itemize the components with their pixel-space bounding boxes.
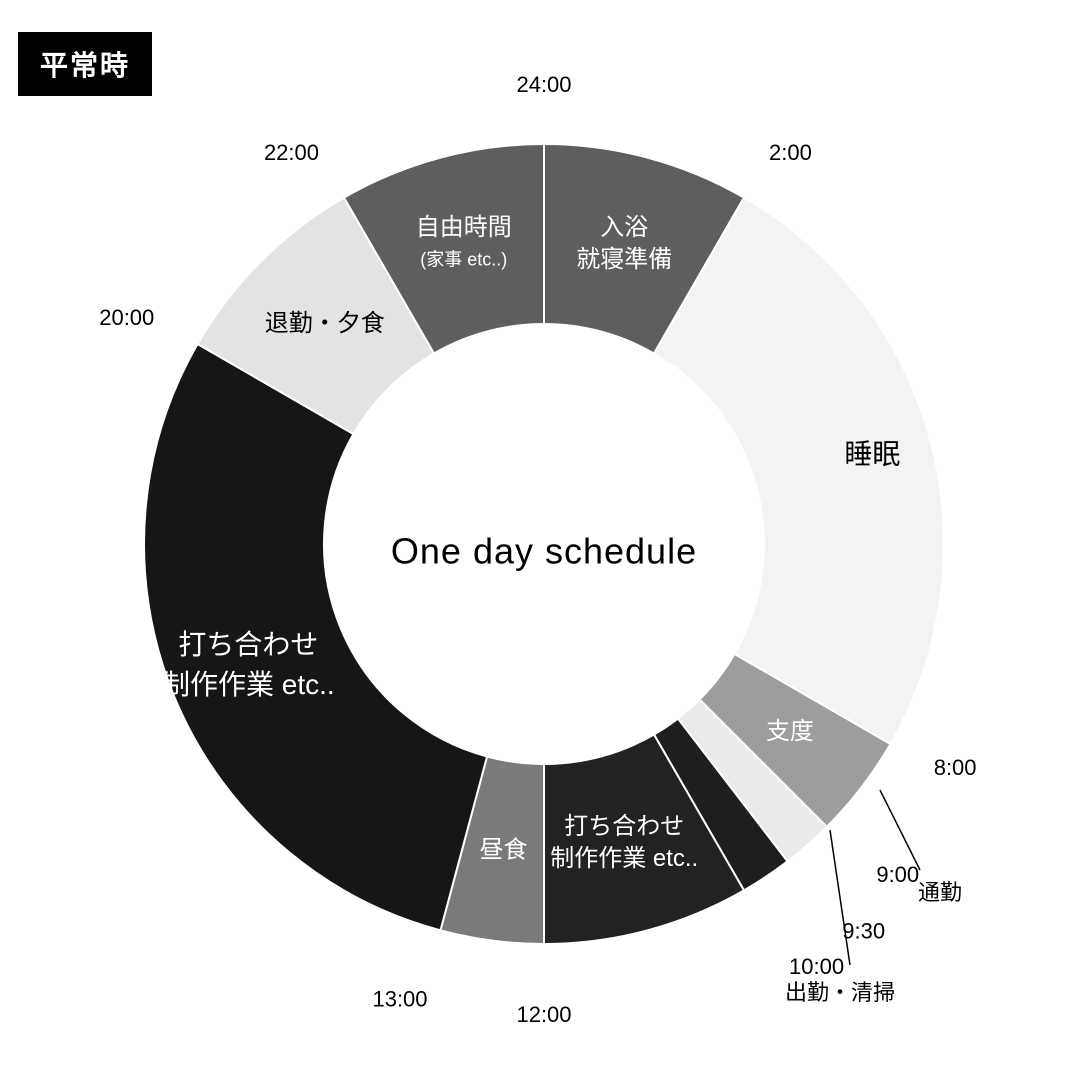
center-title: One day schedule — [391, 531, 697, 572]
time-tick-12-00: 12:00 — [516, 1002, 571, 1027]
time-tick-20-00: 20:00 — [99, 305, 154, 330]
segment-label-7-0: 打ち合わせ — [178, 629, 318, 660]
mode-badge: 平常時 — [18, 32, 152, 96]
segment-label-2-0: 支度 — [766, 718, 814, 745]
time-tick-24-00: 24:00 — [516, 72, 571, 97]
segment-1 — [654, 198, 944, 744]
segment-label-7-1: 制作作業 etc.. — [162, 669, 335, 700]
segment-label-9-0: 自由時間 — [416, 214, 512, 241]
segment-sublabel-9: (家事 etc..) — [420, 249, 507, 269]
time-tick-2-00: 2:00 — [769, 140, 812, 165]
segment-label-0-0: 入浴 — [600, 214, 648, 241]
callout-text-4: 出勤・清掃 — [785, 980, 895, 1005]
time-tick-22-00: 22:00 — [264, 140, 319, 165]
callout-text-3: 通勤 — [918, 880, 962, 905]
segment-label-8-0: 退勤・夕食 — [265, 310, 385, 337]
time-tick-13-00: 13:00 — [372, 986, 427, 1011]
time-tick-9-00: 9:00 — [876, 862, 919, 887]
segment-label-6-0: 昼食 — [480, 837, 528, 864]
time-tick-10-00: 10:00 — [789, 954, 844, 979]
segment-label-5-1: 制作作業 etc.. — [550, 845, 698, 872]
segment-label-1-0: 睡眠 — [844, 438, 900, 469]
segment-label-5-0: 打ち合わせ — [564, 813, 684, 840]
callout-line-3 — [880, 790, 920, 870]
time-tick-8-00: 8:00 — [934, 755, 977, 780]
time-tick-9-30: 9:30 — [842, 919, 885, 944]
schedule-donut-chart: 入浴就寝準備睡眠支度通勤出勤・清掃打ち合わせ制作作業 etc..昼食打ち合わせ制… — [0, 0, 1088, 1088]
segment-label-0-1: 就寝準備 — [576, 246, 672, 273]
callout-line-4 — [830, 830, 850, 965]
